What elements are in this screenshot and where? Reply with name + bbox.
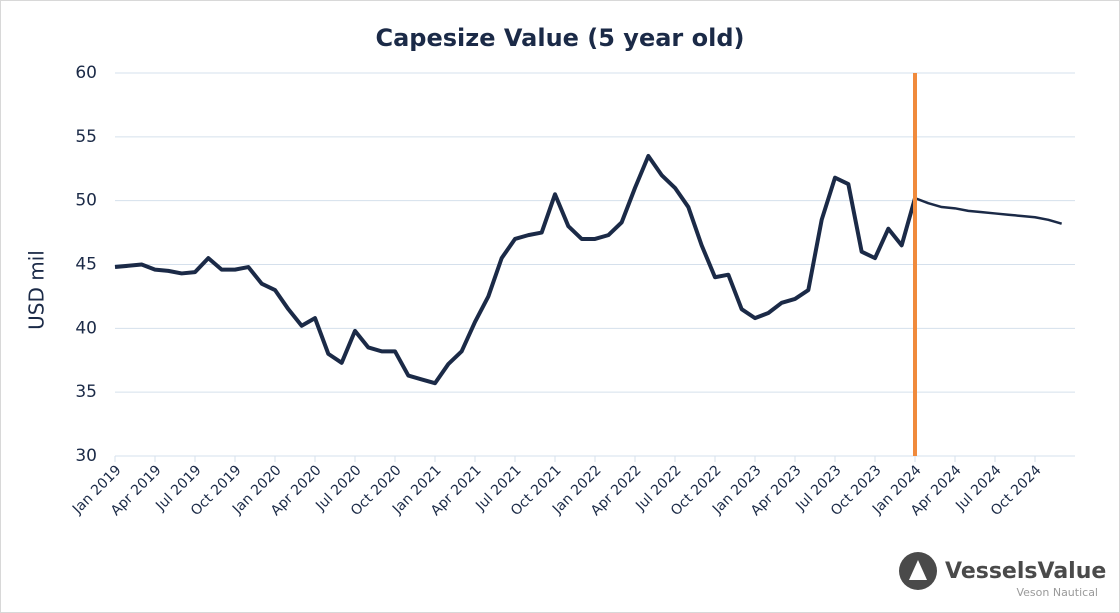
y-axis-label: USD mil	[25, 250, 49, 330]
y-tick-label: 30	[75, 446, 97, 466]
chart-title: Capesize Value (5 year old)	[376, 24, 745, 52]
logo: VesselsValue Veson Nautical	[899, 552, 1106, 599]
y-tick-label: 50	[75, 191, 97, 211]
y-tick-label: 35	[75, 382, 97, 402]
line-series	[914, 196, 1063, 225]
logo-name: VesselsValue	[945, 559, 1106, 584]
y-tick-label: 45	[75, 255, 97, 275]
logo-sub: Veson Nautical	[1016, 586, 1098, 599]
y-tick-label: 40	[75, 318, 97, 338]
y-tick-label: 60	[75, 63, 97, 83]
line-series	[114, 153, 917, 386]
y-tick-label: 55	[75, 127, 97, 147]
logo-glyph	[909, 560, 927, 580]
